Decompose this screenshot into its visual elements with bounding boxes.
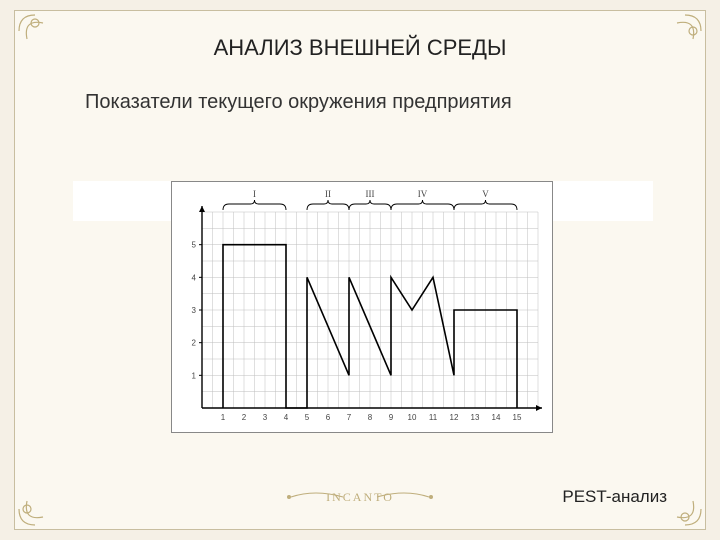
svg-text:11: 11 [429,413,438,422]
svg-text:4: 4 [284,413,289,422]
svg-text:13: 13 [471,413,480,422]
brand-logo: INCANTO [285,483,435,511]
footer-label: PEST-анализ [562,487,667,507]
svg-text:1: 1 [192,371,197,380]
svg-text:6: 6 [326,413,331,422]
svg-text:14: 14 [492,413,501,422]
svg-text:7: 7 [347,413,352,422]
svg-text:INCANTO: INCANTO [326,490,394,504]
svg-text:III: III [366,189,375,199]
svg-text:5: 5 [305,413,310,422]
svg-text:9: 9 [389,413,394,422]
svg-text:8: 8 [368,413,373,422]
svg-text:10: 10 [408,413,417,422]
svg-text:3: 3 [192,306,197,315]
svg-text:I: I [253,189,256,199]
svg-text:4: 4 [192,273,197,282]
svg-text:5: 5 [192,241,197,250]
svg-text:2: 2 [242,413,247,422]
svg-text:V: V [482,189,489,199]
svg-text:1: 1 [221,413,226,422]
svg-text:2: 2 [192,339,197,348]
svg-text:12: 12 [450,413,459,422]
corner-ornament-bl [17,481,63,527]
page-title: АНАЛИЗ ВНЕШНЕЙ СРЕДЫ [15,35,705,61]
svg-text:3: 3 [263,413,268,422]
svg-text:IV: IV [418,189,428,199]
decorative-frame: АНАЛИЗ ВНЕШНЕЙ СРЕДЫ Показатели текущего… [14,10,706,530]
svg-text:15: 15 [513,413,522,422]
page-subtitle: Показатели текущего окружения предприяти… [85,91,512,114]
svg-text:II: II [325,189,331,199]
chart: 12345678910111213141512345IIIIIIIVV [171,181,553,433]
